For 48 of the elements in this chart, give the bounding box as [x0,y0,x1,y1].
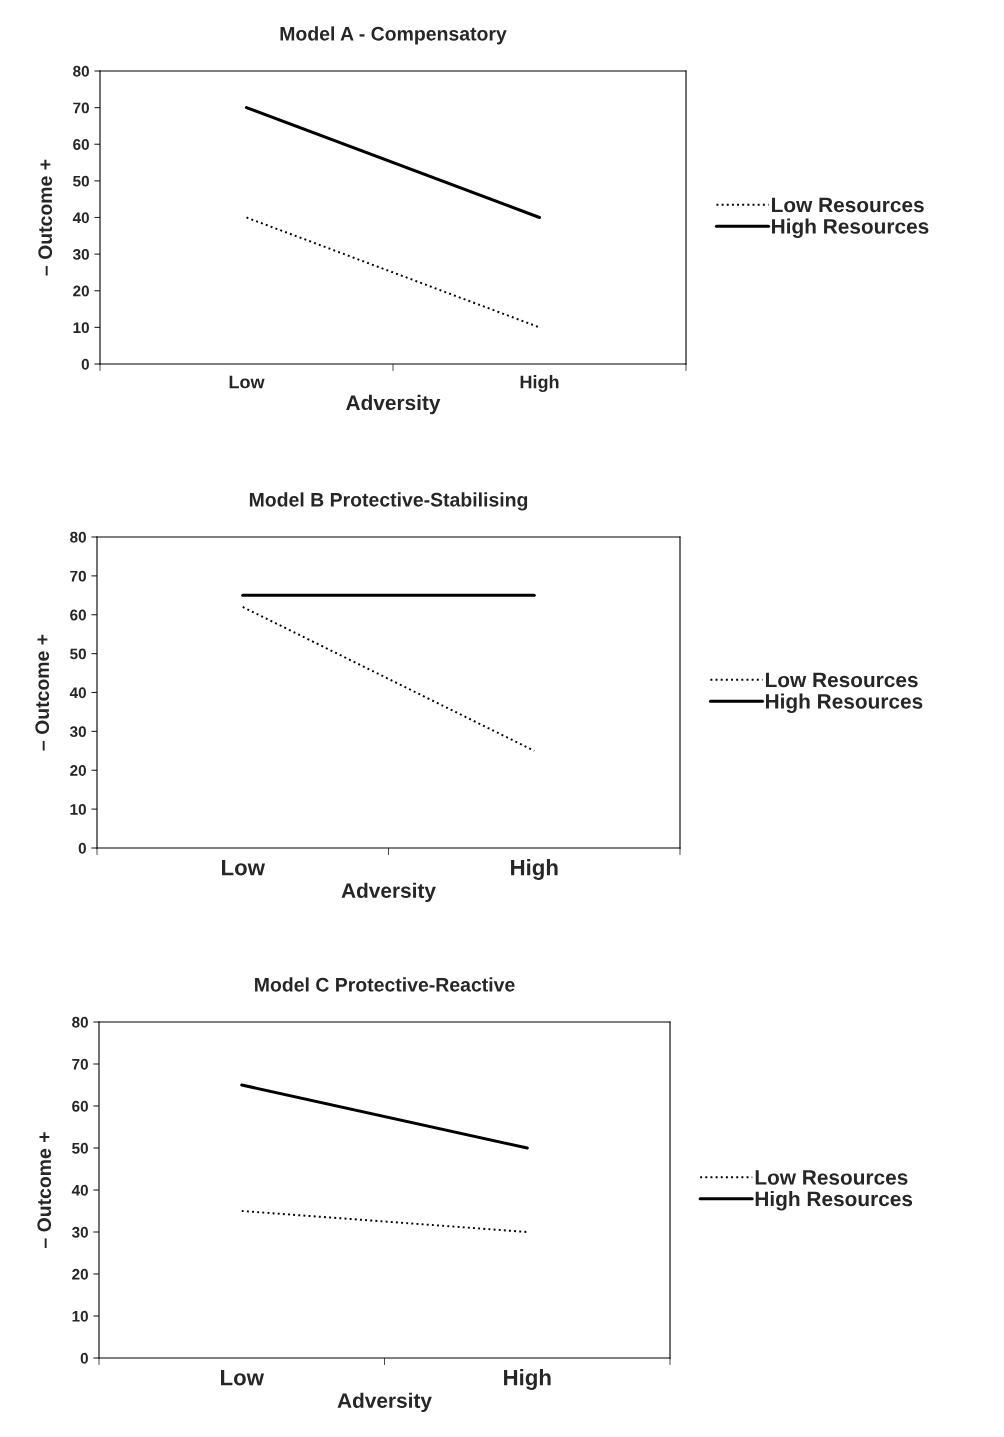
y-tick-label: 50 [70,648,86,660]
y-tick-label: 30 [72,248,89,260]
y-tick-label: 20 [72,1268,88,1280]
y-tick-label: 30 [71,1226,88,1238]
y-tick-label: 40 [72,212,89,224]
y-tick-label: 60 [73,139,89,150]
y-tick-label: 20 [70,765,86,776]
y-tick-label: 0 [80,1352,88,1364]
y-axis-title: – Outcome + [35,634,50,751]
y-tick-label: 20 [73,285,89,297]
y-axis-title: – Outcome + [38,159,53,276]
y-tick-label: 80 [72,1016,88,1028]
y-tick-label: 0 [78,842,86,854]
chart-title: Model B Protective-Stabilising [249,492,528,511]
y-tick-label: 30 [69,726,86,738]
legend-label: High Resources [755,1191,913,1211]
x-tick-label: Low [221,1369,265,1386]
legend-label: Low Resources [765,672,918,688]
y-tick-label: 60 [72,1100,88,1112]
y-tick-label: 70 [73,102,89,114]
y-tick-label: 50 [72,1142,88,1154]
y-tick-label: 60 [70,609,86,621]
y-tick-label: 70 [70,570,86,582]
x-axis-title: Adversity [337,1392,432,1413]
y-tick-label: 80 [70,531,86,543]
chart-title: Model C Protective-Reactive [255,977,515,992]
y-tick-label: 40 [71,1184,88,1196]
x-axis-title: Adversity [346,394,441,415]
x-tick-label: Low [229,375,265,389]
y-axis-title: – Outcome + [37,1132,52,1249]
x-tick-label: Low [222,859,266,876]
legend-label: High Resources [772,218,929,239]
legend-label: Low Resources [772,197,924,213]
x-tick-label: High [504,1369,551,1390]
y-tick-label: 10 [72,1310,88,1322]
y-tick-label: 80 [73,65,89,77]
y-tick-label: 40 [69,687,86,699]
x-axis-title: Adversity [341,882,436,903]
y-tick-label: 0 [81,358,89,370]
y-tick-label: 70 [72,1058,88,1070]
y-tick-label: 50 [73,175,89,187]
legend-label: High Resources [765,693,923,714]
legend-label: Low Resources [755,1170,908,1185]
chart-title: Model A - Compensatory [280,26,507,45]
x-tick-label: High [511,859,558,880]
y-tick-label: 10 [70,803,86,815]
x-tick-label: High [520,375,559,393]
y-tick-label: 10 [73,322,89,334]
